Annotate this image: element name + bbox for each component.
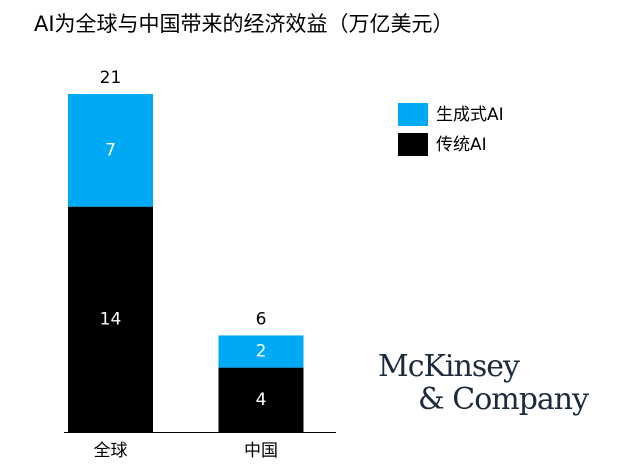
logo-line: & Company [418,382,589,417]
legend-swatch [398,103,428,126]
logo-line: McKinsey [378,349,520,384]
bar-segment [68,206,153,432]
chart-title: AI为全球与中国带来的经济效益（万亿美元） [34,12,454,36]
bar-segment [68,94,153,207]
x-tick-label: 中国 [244,441,278,461]
bar-segment [218,335,304,368]
legend-label: 生成式AI [436,105,504,125]
total-label: 21 [100,68,122,88]
legend-label: 传统AI [436,135,487,155]
segment-label: 2 [256,342,267,362]
segment-label: 7 [105,140,116,160]
x-tick-label: 全球 [94,441,128,461]
segment-label: 14 [100,309,122,329]
total-label: 6 [256,309,267,329]
segment-label: 4 [256,390,267,410]
bar-segment [218,367,304,432]
legend-swatch [398,133,428,156]
